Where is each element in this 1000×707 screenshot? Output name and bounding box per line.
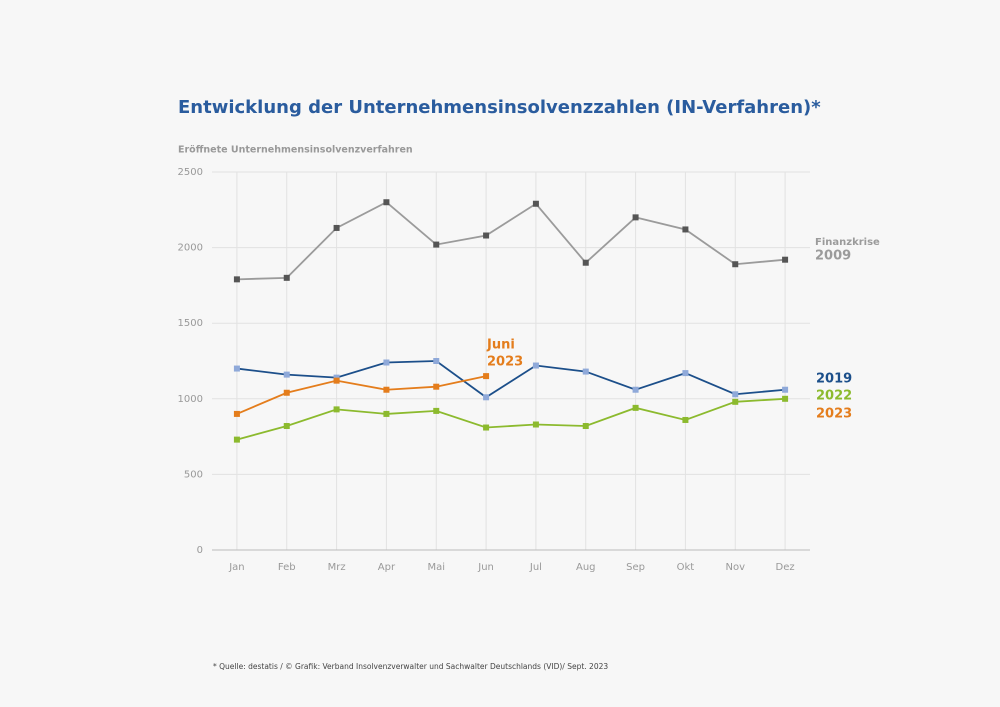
x-tick-label: Sep <box>626 562 645 573</box>
chart-title: Entwicklung der Unternehmensinsolvenzzah… <box>178 97 821 118</box>
data-point <box>283 371 290 378</box>
legend-label: 2019 <box>816 372 852 387</box>
data-point <box>532 200 539 207</box>
data-point <box>233 436 240 443</box>
data-point <box>532 421 539 428</box>
data-point <box>782 395 789 402</box>
data-point <box>283 274 290 281</box>
data-point <box>732 261 739 268</box>
data-point <box>582 259 589 266</box>
data-point <box>383 386 390 393</box>
x-tick-label: Dez <box>776 562 795 573</box>
legend-label: 2022 <box>816 389 852 404</box>
data-point <box>483 424 490 431</box>
data-point <box>483 232 490 239</box>
data-point <box>333 374 340 381</box>
x-tick-label: Jan <box>228 562 244 573</box>
annotation: 2023 <box>487 355 523 370</box>
x-tick-label: Okt <box>677 562 695 573</box>
data-point <box>483 373 490 380</box>
series-line <box>236 397 786 441</box>
data-point <box>333 377 340 384</box>
data-point <box>632 214 639 221</box>
x-tick-label: Nov <box>725 562 745 573</box>
data-point <box>383 410 390 417</box>
data-point <box>682 416 689 423</box>
data-point <box>732 391 739 398</box>
legend-label: 2023 <box>816 407 852 422</box>
series-line <box>236 375 487 415</box>
series-line <box>236 360 786 399</box>
data-point <box>582 423 589 430</box>
data-point <box>632 404 639 411</box>
y-tick-label: 1000 <box>178 394 203 405</box>
data-point <box>732 398 739 405</box>
data-point <box>782 256 789 263</box>
data-point <box>433 358 440 364</box>
x-tick-label: Mai <box>427 562 445 573</box>
y-tick-label: 1500 <box>178 318 203 329</box>
series-line <box>236 201 786 281</box>
data-point <box>632 386 639 393</box>
data-point <box>782 386 789 393</box>
annotation: Finanzkrise <box>815 237 880 248</box>
x-tick-label: Mrz <box>328 562 346 573</box>
y-tick-label: 0 <box>197 545 203 556</box>
data-point <box>233 410 240 417</box>
data-point <box>283 423 290 430</box>
legend-label: 2009 <box>815 249 851 264</box>
data-point <box>383 359 390 366</box>
y-tick-label: 2000 <box>178 243 203 254</box>
data-point <box>433 407 440 414</box>
x-tick-label: Aug <box>576 562 596 573</box>
x-tick-label: Apr <box>378 562 396 573</box>
y-tick-label: 500 <box>184 469 203 480</box>
data-point <box>383 199 390 206</box>
data-point <box>682 370 689 377</box>
data-point <box>233 365 240 372</box>
data-point <box>333 406 340 413</box>
data-point <box>433 241 440 248</box>
y-tick-label: 2500 <box>178 167 203 178</box>
annotation: Juni <box>486 338 515 353</box>
data-point <box>582 368 589 375</box>
data-point <box>333 224 340 231</box>
x-tick-label: Feb <box>278 562 296 573</box>
data-point <box>532 362 539 369</box>
y-axis-label: Eröffnete Unternehmensinsolvenzverfahren <box>178 145 413 156</box>
data-point <box>682 226 689 233</box>
data-point <box>483 394 490 401</box>
data-point <box>233 276 240 283</box>
data-point <box>433 383 440 390</box>
data-point <box>283 389 290 396</box>
source: * Quelle: destatis / © Grafik: Verband I… <box>213 662 608 671</box>
x-tick-label: Jun <box>477 562 494 573</box>
x-tick-label: Jul <box>529 562 542 573</box>
